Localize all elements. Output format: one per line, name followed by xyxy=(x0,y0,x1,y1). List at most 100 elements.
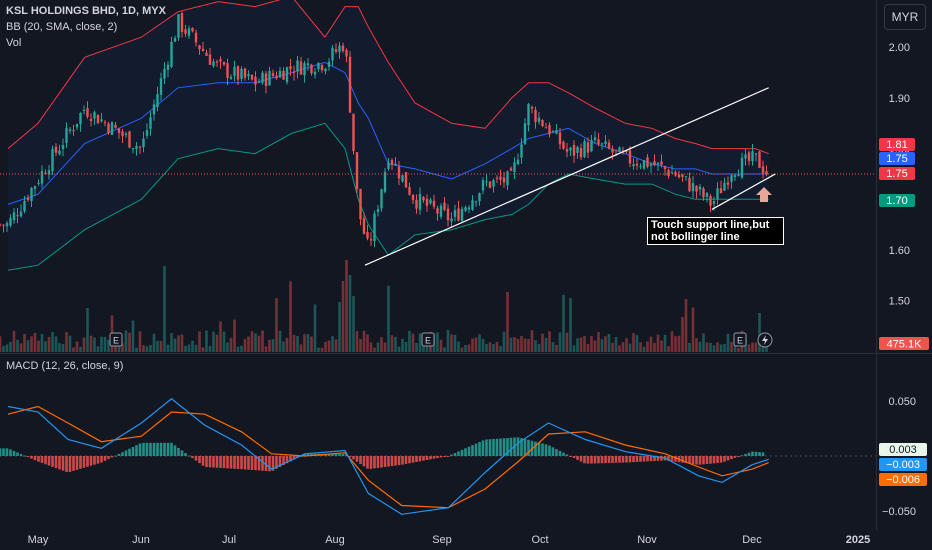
candle-body xyxy=(376,209,380,212)
macd-histogram-bar xyxy=(604,456,607,464)
candle-body xyxy=(684,176,688,178)
candle-body xyxy=(593,137,597,141)
macd-histogram-bar xyxy=(611,456,614,463)
candle-body xyxy=(201,48,205,51)
macd-histogram-bar xyxy=(544,444,548,456)
volume-bar xyxy=(607,333,611,352)
volume-bar xyxy=(9,341,12,352)
macd-histogram-bar xyxy=(205,456,208,468)
volume-bar xyxy=(751,342,754,352)
volume-bar xyxy=(506,292,509,352)
macd-histogram-bar xyxy=(9,449,12,456)
candle-body xyxy=(212,61,215,67)
macd-histogram-bar xyxy=(345,454,348,456)
candle-body xyxy=(415,199,418,209)
candle-body xyxy=(254,76,257,85)
volume-bar xyxy=(299,344,303,352)
candle-body xyxy=(341,45,345,52)
macd-histogram-bar xyxy=(257,456,261,471)
candle-body xyxy=(264,73,268,87)
time-tick-label: Sep xyxy=(432,534,452,546)
macd-histogram-bar xyxy=(719,456,723,463)
candle-body xyxy=(296,60,299,72)
macd-tick-label: 0.050 xyxy=(888,396,916,408)
volume-bar xyxy=(362,330,366,352)
volume-bar xyxy=(201,347,205,352)
candle-body xyxy=(705,193,709,197)
macd-histogram-bar xyxy=(236,456,240,469)
candle-body xyxy=(537,117,541,122)
candle-body xyxy=(369,239,373,241)
volume-bar xyxy=(702,333,705,352)
time-tick-label: Jun xyxy=(132,534,150,546)
volume-bar xyxy=(499,346,502,352)
macd-histogram-bar xyxy=(751,451,754,456)
volume-bar xyxy=(586,343,590,352)
volume-bar xyxy=(401,338,404,352)
volume-bar xyxy=(215,334,219,352)
time-tick-label: Oct xyxy=(531,534,548,546)
candle-body xyxy=(282,70,285,80)
macd-histogram-bar xyxy=(5,448,9,456)
macd-histogram-bar xyxy=(187,455,191,457)
macd-histogram-bar xyxy=(737,456,740,457)
volume-bar xyxy=(516,339,520,352)
candle-body xyxy=(205,52,208,56)
volume-bar xyxy=(376,342,380,352)
candle-body xyxy=(495,177,499,179)
candle-body xyxy=(401,175,404,182)
volume-bar xyxy=(625,338,628,352)
volume-bar xyxy=(198,331,201,352)
currency-button[interactable]: MYR xyxy=(884,4,926,30)
candle-body xyxy=(422,197,425,201)
volume-bar xyxy=(54,336,58,352)
candle-body xyxy=(292,72,296,74)
annotation-note[interactable]: Touch support line,but not bollinger lin… xyxy=(647,217,784,245)
macd-histogram-bar xyxy=(404,456,408,464)
macd-histogram-bar xyxy=(649,456,653,462)
candle-body xyxy=(327,61,331,67)
candle-body xyxy=(506,171,509,186)
candle-body xyxy=(579,148,583,158)
macd-histogram-bar xyxy=(670,456,674,462)
symbol-legend[interactable]: KSL HOLDINGS BHD, 1D, MYX xyxy=(6,5,166,17)
vol-legend[interactable]: Vol xyxy=(6,37,22,49)
macd-histogram-bar xyxy=(555,449,558,456)
macd-histogram-bar xyxy=(289,456,292,462)
volume-bar xyxy=(600,339,604,352)
macd-histogram-bar xyxy=(698,456,702,465)
macd-histogram-bar xyxy=(506,438,509,456)
macd-histogram-bar xyxy=(593,456,597,464)
candle-body xyxy=(79,112,82,125)
macd-histogram-bar xyxy=(499,438,502,456)
bb-legend[interactable]: BB (20, SMA, close, 2) xyxy=(6,21,118,33)
volume-bar xyxy=(509,337,513,352)
macd-histogram-bar xyxy=(457,451,460,456)
candle-body xyxy=(257,81,261,83)
candle-body xyxy=(131,148,135,150)
macd-histogram-bar xyxy=(331,453,334,456)
macd-histogram-bar xyxy=(173,445,177,456)
macd-legend[interactable]: MACD (12, 26, close, 9) xyxy=(6,360,124,372)
candle-body xyxy=(362,218,366,234)
candle-body xyxy=(142,138,145,148)
macd-histogram-bar xyxy=(761,452,765,456)
bb-basis-line xyxy=(7,61,769,205)
macd-histogram-bar xyxy=(338,453,341,456)
macd-histogram-bar xyxy=(271,456,275,471)
volume-bar xyxy=(502,331,506,352)
macd-histogram-bar xyxy=(226,456,229,469)
volume-bar xyxy=(681,316,684,352)
macd-tick-label: −0.050 xyxy=(882,506,916,518)
volume-bar xyxy=(75,341,79,352)
candle-body xyxy=(418,194,422,210)
volume-bar xyxy=(688,343,691,352)
macd-histogram-bar xyxy=(471,445,474,456)
volume-bar xyxy=(163,266,166,352)
candle-body xyxy=(474,201,478,203)
candle-body xyxy=(110,122,114,135)
volume-bar xyxy=(387,285,390,352)
candle-body xyxy=(513,162,516,173)
candle-body xyxy=(100,119,103,122)
